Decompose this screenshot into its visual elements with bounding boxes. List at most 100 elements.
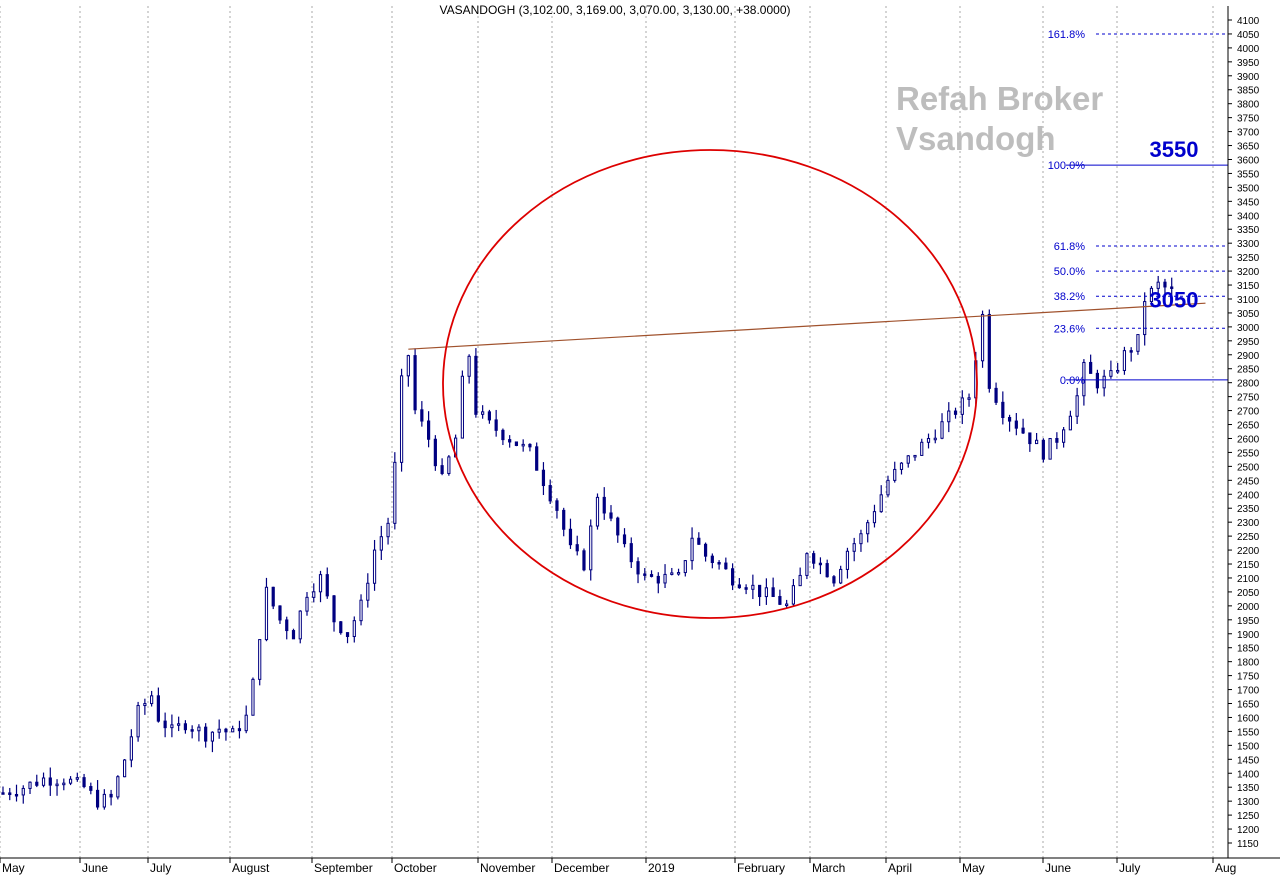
- y-tick-label: 4100: [1237, 16, 1260, 27]
- y-tick-label: 3750: [1237, 114, 1260, 125]
- candle-body: [55, 783, 59, 787]
- fib-level-label: 50.0%: [1054, 266, 1085, 278]
- candle-body: [278, 605, 282, 621]
- candle-body: [1136, 334, 1140, 352]
- candle-body: [21, 787, 25, 796]
- x-tick-label: 2019: [648, 861, 675, 875]
- x-tick-label: August: [232, 861, 270, 875]
- candle-body: [1102, 375, 1106, 389]
- x-tick-label: December: [554, 861, 609, 875]
- candle-body: [832, 576, 836, 584]
- candle-body: [440, 465, 444, 474]
- y-tick-label: 3100: [1237, 295, 1260, 306]
- x-tick-label: April: [888, 861, 912, 875]
- y-tick-label: 3350: [1237, 225, 1260, 236]
- y-tick-label: 3550: [1237, 169, 1260, 180]
- y-tick-label: 2000: [1237, 602, 1260, 613]
- y-tick-label: 2650: [1237, 421, 1260, 432]
- y-tick-label: 3250: [1237, 253, 1260, 264]
- watermark-line-1: Refah Broker: [896, 80, 1103, 117]
- candle-body: [933, 437, 937, 441]
- candle-body: [845, 550, 850, 570]
- y-tick-label: 1700: [1237, 686, 1260, 697]
- fib-level-label: 161.8%: [1048, 29, 1086, 41]
- candle-body: [150, 695, 154, 705]
- y-tick-label: 1950: [1237, 616, 1260, 627]
- candle-body: [264, 586, 269, 641]
- candle-body: [467, 355, 471, 377]
- candle-body: [170, 724, 174, 729]
- y-tick-label: 3700: [1237, 128, 1260, 139]
- candle-body: [1109, 370, 1113, 377]
- fib-level-label: 23.6%: [1054, 323, 1085, 335]
- overlays: 161.8% 100.0% 61.8% 50.0% 38.2% 23.6% 0.0% 3550…: [408, 29, 1228, 619]
- candle-body: [447, 456, 451, 474]
- candle-body: [798, 574, 802, 587]
- candle-body: [224, 728, 228, 733]
- candle-body: [399, 375, 404, 463]
- y-tick-label: 3950: [1237, 58, 1260, 69]
- grid-layer: [0, 6, 1214, 858]
- candle-body: [231, 728, 235, 733]
- candle-body: [420, 409, 424, 422]
- candle-body: [548, 485, 552, 502]
- candle-body: [663, 573, 667, 584]
- y-tick-label: 2300: [1237, 518, 1260, 529]
- candle-body: [116, 776, 120, 798]
- y-tick-label: 2950: [1237, 337, 1260, 348]
- candle-body: [771, 587, 775, 598]
- fib-level-label: 38.2%: [1054, 291, 1085, 303]
- candle-body: [764, 587, 768, 598]
- candle-body: [427, 420, 431, 440]
- y-tick-label: 3300: [1237, 239, 1260, 250]
- candle-body: [28, 781, 32, 789]
- candle-body: [690, 537, 694, 562]
- annotation-circle: [442, 149, 978, 619]
- candle-body: [82, 777, 86, 788]
- candle-body: [62, 782, 66, 786]
- candle-body: [940, 421, 944, 439]
- candle-body: [541, 469, 546, 487]
- y-tick-label: 1150: [1237, 839, 1259, 850]
- candle-body: [920, 441, 924, 456]
- candle-body: [285, 619, 289, 632]
- candle-body: [1095, 372, 1100, 389]
- candle-body: [413, 355, 417, 411]
- candle-body: [474, 355, 478, 415]
- candle-body: [622, 534, 627, 545]
- candle-body: [744, 587, 748, 590]
- candle-body: [785, 603, 789, 607]
- candle-body: [123, 759, 127, 778]
- candle-body: [366, 582, 370, 601]
- candle-body: [967, 397, 971, 400]
- candle-body: [987, 313, 991, 389]
- candle-body: [879, 494, 883, 513]
- candle-body: [568, 528, 573, 546]
- y-tick-label: 1650: [1237, 700, 1260, 711]
- y-tick-label: 2700: [1237, 407, 1260, 418]
- candle-body: [697, 537, 701, 545]
- candle-body: [102, 793, 106, 808]
- candle-body: [1021, 427, 1025, 434]
- candle-body: [947, 410, 951, 423]
- candle-body: [393, 461, 397, 524]
- x-tick-label: June: [82, 861, 108, 875]
- candle-body: [960, 397, 964, 415]
- candle-body: [89, 786, 93, 791]
- y-tick-label: 1250: [1237, 811, 1260, 822]
- candle-body: [1116, 369, 1120, 373]
- fib-highlight-label: 3050: [1150, 288, 1199, 313]
- y-tick-label: 3000: [1237, 323, 1260, 334]
- y-tick-label: 1850: [1237, 644, 1260, 655]
- x-tick-label: March: [812, 861, 845, 875]
- y-tick-label: 2350: [1237, 504, 1260, 515]
- y-tick-label: 3650: [1237, 142, 1260, 153]
- candle-body: [75, 777, 79, 780]
- candle-body: [183, 723, 188, 731]
- candle-body: [494, 419, 498, 431]
- y-tick-label: 2800: [1237, 379, 1260, 390]
- y-tick-label: 1500: [1237, 741, 1260, 752]
- y-tick-label: 2250: [1237, 532, 1260, 543]
- candle-body: [197, 726, 201, 732]
